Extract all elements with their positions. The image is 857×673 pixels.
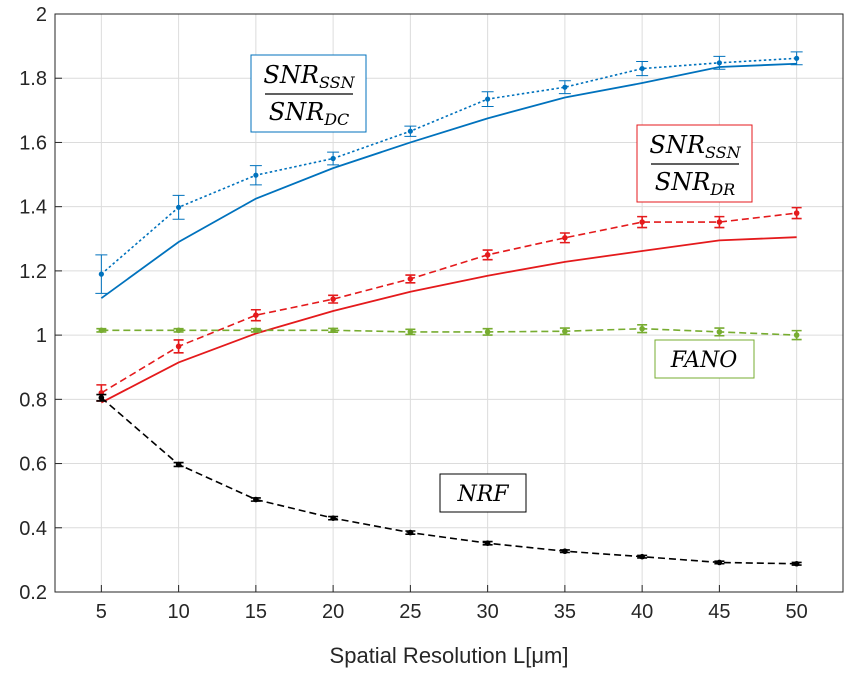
y-tick-label: 0.8 [19,389,47,411]
y-tick-label: 1.2 [19,261,47,283]
x-tick-label: 5 [96,601,107,623]
annotation-nrf-box [439,473,527,513]
series-dc-dotted [95,51,803,294]
x-tick-label: 30 [477,601,499,623]
x-tick-label: 40 [631,601,653,623]
data-point [562,235,568,241]
data-point [330,155,336,162]
series-dr-solid [100,236,797,404]
x-tick-label: 50 [786,601,808,623]
annotation-fano: FANO [654,339,755,379]
annotation-snr-dc-numerator: SNRSSN [263,61,355,92]
x-tick-label: 15 [245,601,267,623]
x-tick-label: 25 [399,601,421,623]
y-tick-label: 0.4 [19,518,47,540]
x-tick-label: 45 [708,601,730,623]
series-layer [95,51,803,567]
y-tick-label: 1.8 [19,68,47,90]
data-point [639,553,645,560]
data-point [716,559,723,566]
data-point [484,252,491,258]
data-point [716,60,722,66]
data-point [175,461,182,468]
data-point [253,172,259,178]
data-point [794,55,800,61]
data-point [793,210,800,216]
series-line [101,327,797,336]
y-tick-label: 0.6 [19,454,47,476]
data-point [98,327,105,334]
data-point [176,204,182,210]
data-point [98,394,105,401]
series-line [100,57,797,275]
data-point [175,343,182,350]
series-fano-dashed [96,324,802,341]
annotation-snr-dr: SNRSSN SNRDR [636,124,753,203]
x-tick-label: 10 [167,601,189,623]
annotation-nrf: NRF [439,473,527,513]
data-point [639,65,645,72]
annotation-fano-box [654,339,755,379]
data-point [175,327,182,334]
ticks: 5 10 15 20 25 30 35 40 45 50 0.2 0.4 0.6 0.8 1 1.2 1.4 1.… [19,4,808,623]
data-point [330,296,336,302]
data-point [407,529,414,536]
data-point [253,496,259,503]
series-nrf-dashed [96,393,802,567]
data-point [485,96,491,102]
series-line [100,236,797,404]
annotation-snr-dc-denominator: SNRDC [269,98,350,129]
series-line [100,212,797,394]
data-point [253,312,259,319]
data-point [253,327,259,334]
data-point [484,540,491,546]
annotation-snr-dr-denominator: SNRDR [655,168,735,199]
data-point [484,329,491,335]
series-line [100,397,797,565]
series-line [100,62,797,299]
data-point [716,219,723,225]
data-point [639,325,645,332]
data-point [793,332,800,338]
annotation-snr-dc: SNRSSN SNRDC [250,54,367,133]
data-point [407,329,414,335]
y-tick-label: 1.4 [19,197,47,219]
y-tick-label: 2 [36,4,47,26]
data-point [98,271,104,277]
x-axis-title: Spatial Resolution L[μm] [330,643,569,668]
data-point [330,515,336,521]
x-tick-label: 35 [554,601,576,623]
x-tick-label: 20 [322,601,344,623]
data-point [562,328,568,335]
data-point [330,327,336,334]
y-tick-label: 1.6 [19,132,47,154]
data-point [562,84,568,90]
series-dc-solid [100,62,797,299]
data-point [793,560,800,567]
plot-frame [54,13,844,593]
data-point [562,548,568,555]
data-point [407,276,414,282]
annotation-nrf-label: NRF [456,482,509,507]
y-tick-label: 0.2 [19,582,47,604]
annotation-snr-dr-numerator: SNRSSN [649,131,741,162]
data-point [407,128,413,134]
data-point [639,219,645,225]
annotation-fano-label: FANO [670,348,738,373]
y-tick-label: 1 [36,325,47,347]
data-point [716,329,723,335]
